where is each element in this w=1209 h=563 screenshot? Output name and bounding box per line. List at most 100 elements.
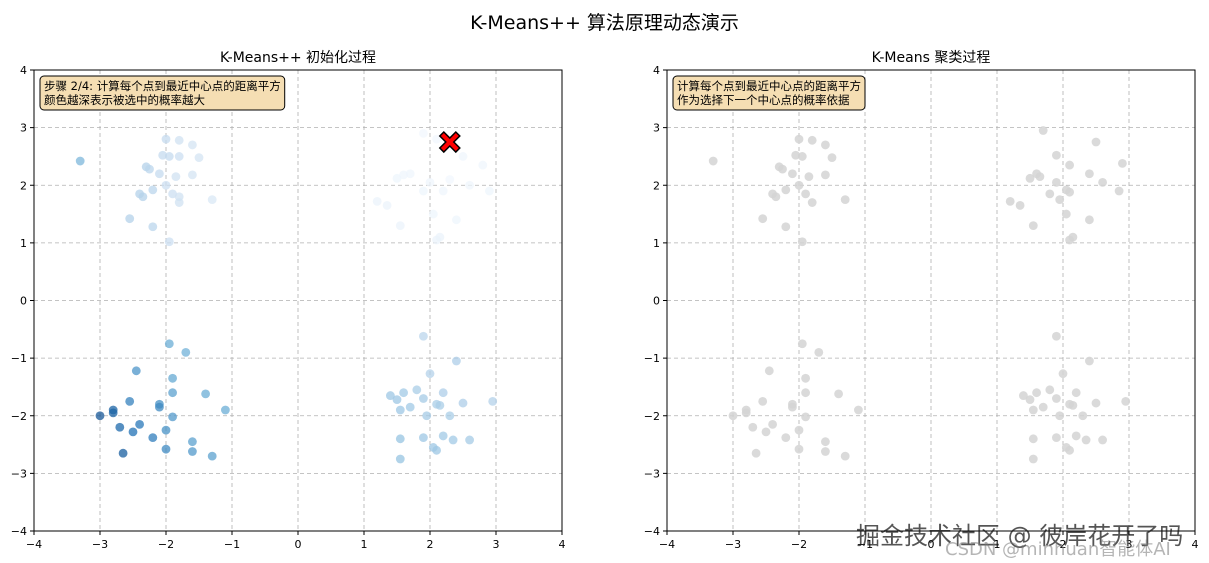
annotation-background bbox=[672, 75, 866, 111]
x-tick-label: 1 bbox=[994, 538, 1001, 551]
data-point bbox=[1052, 394, 1061, 403]
data-point bbox=[834, 389, 843, 399]
data-point bbox=[174, 135, 184, 145]
y-tick-label: 3 bbox=[20, 122, 27, 135]
data-point bbox=[386, 391, 395, 400]
data-point bbox=[814, 347, 824, 357]
data-point bbox=[761, 427, 771, 437]
data-point bbox=[1068, 400, 1078, 410]
data-point bbox=[412, 385, 422, 395]
data-point bbox=[807, 198, 817, 207]
data-point bbox=[432, 235, 441, 245]
data-point bbox=[1015, 201, 1025, 210]
data-point bbox=[392, 173, 402, 183]
data-point bbox=[108, 408, 118, 418]
y-tick-label: 0 bbox=[653, 295, 660, 308]
data-point bbox=[840, 451, 850, 461]
data-point bbox=[419, 128, 428, 138]
data-point bbox=[422, 411, 432, 421]
data-point bbox=[1025, 173, 1035, 183]
data-point bbox=[207, 451, 217, 461]
subplot-title: K-Means 聚类过程 bbox=[872, 50, 991, 66]
data-point bbox=[804, 172, 814, 182]
data-point bbox=[458, 398, 468, 408]
data-point bbox=[1052, 150, 1061, 160]
y-tick-label: 4 bbox=[653, 64, 660, 77]
data-point bbox=[821, 447, 830, 456]
annotation-text: 作为选择下一个中心点的概率依据 bbox=[677, 93, 850, 107]
x-tick-label: 3 bbox=[493, 538, 500, 551]
data-point bbox=[1081, 435, 1091, 445]
data-point bbox=[395, 405, 405, 415]
data-point bbox=[1028, 405, 1038, 415]
data-point bbox=[758, 396, 768, 406]
y-tick-label: 4 bbox=[20, 64, 27, 77]
data-point bbox=[1028, 434, 1038, 444]
data-point bbox=[392, 395, 402, 405]
data-point bbox=[158, 150, 168, 160]
annotation-text: 步骤 2/4: 计算每个点到最近中心点的距离平方 bbox=[44, 79, 281, 93]
data-point bbox=[155, 169, 164, 179]
data-point bbox=[405, 169, 415, 179]
data-point bbox=[801, 189, 810, 199]
data-point bbox=[171, 172, 181, 182]
y-tick-label: 1 bbox=[20, 237, 27, 250]
x-tick-label: −2 bbox=[791, 538, 807, 551]
data-point bbox=[1091, 137, 1101, 147]
data-point bbox=[382, 201, 392, 210]
data-point bbox=[174, 152, 184, 161]
y-tick-label: −2 bbox=[644, 410, 660, 423]
data-point bbox=[1061, 209, 1071, 219]
data-point bbox=[741, 408, 751, 418]
data-point bbox=[1058, 369, 1068, 379]
data-point bbox=[452, 356, 461, 366]
data-point bbox=[1055, 195, 1065, 205]
data-point bbox=[174, 198, 184, 207]
annotation-text: 颜色越深表示被选中的概率越大 bbox=[44, 93, 205, 107]
data-point bbox=[1045, 385, 1055, 395]
data-point bbox=[445, 175, 455, 184]
data-point bbox=[794, 425, 804, 435]
data-point bbox=[1035, 172, 1045, 182]
data-point bbox=[788, 402, 797, 412]
data-point bbox=[821, 140, 830, 150]
data-point bbox=[419, 331, 428, 341]
data-point bbox=[1098, 177, 1107, 187]
data-point bbox=[164, 152, 174, 161]
x-tick-label: 0 bbox=[295, 538, 302, 551]
data-point bbox=[399, 170, 408, 180]
x-tick-label: 2 bbox=[1060, 538, 1067, 551]
data-point bbox=[161, 425, 171, 435]
data-point bbox=[1038, 402, 1048, 412]
data-point bbox=[131, 366, 141, 376]
x-tick-label: −3 bbox=[725, 538, 741, 551]
data-point bbox=[168, 388, 178, 398]
x-tick-label: −4 bbox=[26, 538, 42, 551]
data-point bbox=[1085, 169, 1094, 179]
data-point bbox=[207, 195, 217, 205]
data-point bbox=[1085, 356, 1094, 366]
data-point bbox=[125, 396, 135, 406]
data-point bbox=[164, 237, 174, 247]
x-tick-label: −1 bbox=[857, 538, 873, 551]
y-tick-label: 0 bbox=[20, 295, 27, 308]
data-point bbox=[458, 152, 468, 161]
data-point bbox=[115, 422, 125, 432]
data-point bbox=[1065, 445, 1074, 455]
watermark-line-2: CSDN @minhuan智能体AI bbox=[945, 539, 1171, 560]
data-point bbox=[194, 153, 204, 162]
data-point bbox=[797, 152, 807, 161]
data-point bbox=[1114, 186, 1124, 196]
x-tick-label: −2 bbox=[158, 538, 174, 551]
data-point bbox=[1121, 396, 1131, 406]
data-point bbox=[428, 209, 438, 219]
data-point bbox=[1019, 391, 1028, 400]
data-point bbox=[1005, 196, 1015, 206]
data-point bbox=[135, 419, 145, 429]
data-point bbox=[1052, 433, 1061, 443]
data-point bbox=[168, 189, 178, 199]
data-point bbox=[764, 366, 774, 376]
data-point bbox=[465, 435, 474, 445]
data-point bbox=[708, 156, 718, 166]
data-point bbox=[1045, 189, 1055, 199]
